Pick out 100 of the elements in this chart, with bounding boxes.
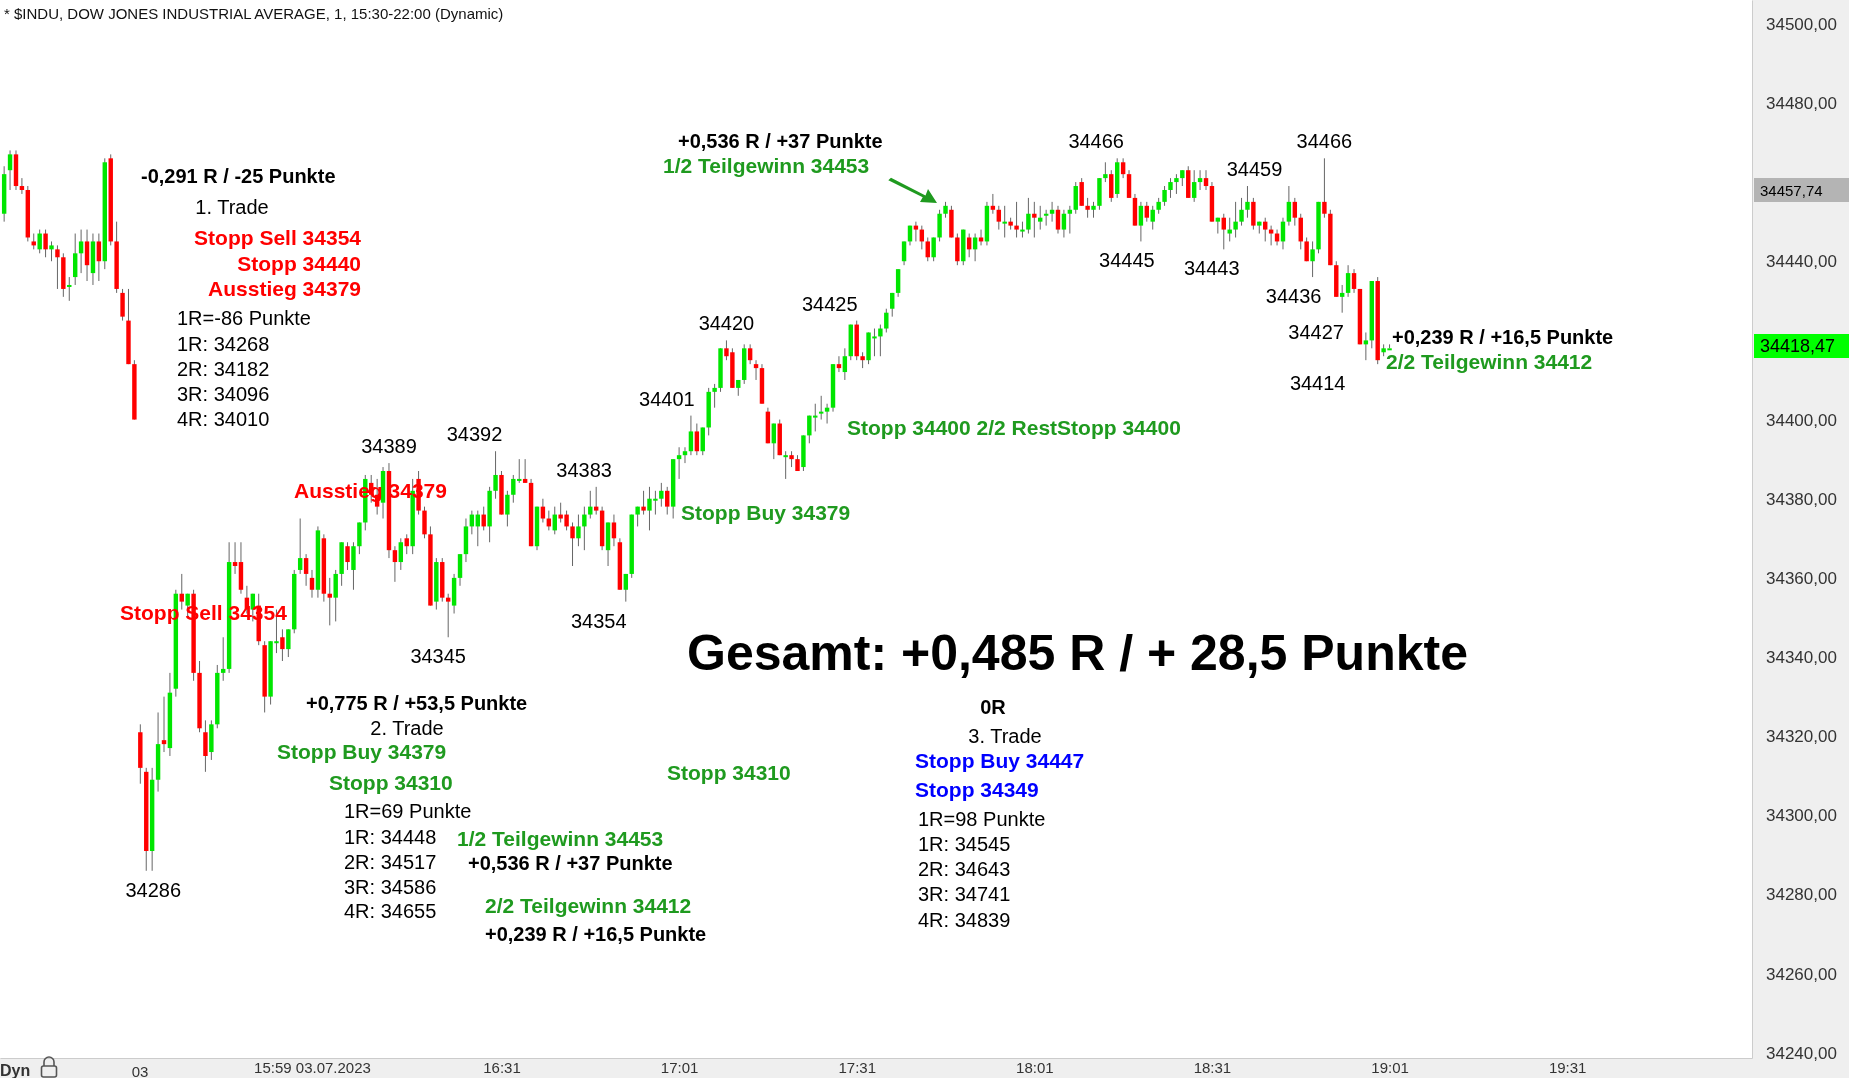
candlestick [1055,205,1061,235]
candlestick [1310,240,1315,278]
annotation: +0,239 R / +16,5 Punkte [485,923,707,945]
annotation: 2. Trade [370,717,444,739]
candlestick [1073,181,1078,215]
candlestick [665,486,670,516]
candlestick [1138,201,1144,242]
candlestick [1079,177,1084,207]
candlestick [1233,201,1238,238]
candlestick [937,209,942,242]
annotation: Stopp 34400 2/2 RestStopp 34400 [847,416,1181,439]
candlestick [1322,157,1327,219]
annotation: 34436 [1265,285,1322,308]
annotation: 2R: 34643 [918,858,1011,880]
candlestick [1150,205,1155,231]
candlestick [55,244,60,290]
text: 34418,47 [1760,336,1836,356]
candlestick [1032,201,1037,238]
candlestick [1168,177,1173,199]
annotation: 34401 [639,387,695,410]
x-tick-label: 18:31 [1193,1058,1232,1076]
annotation: 1R: 34545 [918,833,1011,855]
candlestick [623,573,629,603]
candlestick [1351,268,1357,294]
candlestick [286,628,291,658]
annotation: 1R=69 Punkte [344,800,472,822]
annotation: 1/2 Teilgewinn 34453 [457,827,664,850]
annotation: 34443 [1183,257,1240,280]
candlestick [43,229,48,258]
candlestick [540,498,546,523]
annotation: 1. Trade [195,196,269,218]
annotation: 3. Trade [968,725,1042,747]
candlestick [1109,169,1114,203]
candlestick [398,537,404,571]
candlestick [895,268,901,298]
candlestick [351,541,356,591]
candlestick [1191,169,1197,203]
candlestick [611,514,617,547]
annotation: Stopp 34349 [915,778,1039,801]
y-tick-label: 34440,00 [1766,252,1837,272]
annotation: 1R: 34268 [177,333,270,355]
y-tick-label: 34280,00 [1766,885,1837,905]
annotation: 2R: 34182 [177,358,270,380]
candlestick [505,490,510,527]
candlestick [309,569,315,599]
candlestick [996,205,1002,231]
annotation: 34466 [1068,130,1125,153]
text: 03 [131,1063,149,1078]
candlestick [694,423,700,456]
chart-title: * $INDU, DOW JONES INDUSTRIAL AVERAGE, 1, 15:30-22:00 (Dynamic) [4,5,504,22]
candlestick [1227,217,1232,242]
annotation: Stopp Sell 34354 [194,226,362,249]
y-tick-label: 34380,00 [1766,489,1837,509]
candlestick [901,240,907,266]
candlestick [49,240,54,262]
candlestick [842,347,848,381]
annotation: 2R: 34517 [344,851,437,873]
annotation: 34354 [571,609,627,632]
candlestick [1345,264,1351,298]
annotation: 3R: 34586 [344,876,437,898]
annotation: Stopp 34440 [237,252,361,275]
x-tick-label: 17:31 [838,1058,876,1076]
annotation: 34445 [1099,249,1155,272]
candlestick [203,719,208,773]
candlestick [120,288,125,322]
x-tick-label: 15:59 03.07.2023 [254,1058,371,1076]
annotation: 34286 [125,878,182,901]
annotation: 34389 [361,435,417,458]
annotation: 34420 [698,312,755,335]
annotation: +0,239 R / +16,5 Punkte [1392,326,1614,348]
annotation: 2/2 Teilgewinn 34412 [1386,350,1593,373]
annotation: 34459 [1226,158,1283,181]
candlestick [96,233,102,282]
candlestick [747,343,753,365]
candlestick [1174,173,1179,195]
annotation: 4R: 34010 [177,408,270,430]
candlestick [884,308,889,333]
annotation: 1R: 34448 [344,826,437,848]
y-tick-label: 34360,00 [1766,568,1837,588]
y-tick-label: 34480,00 [1766,93,1837,113]
candlestick [1245,185,1250,219]
annotation: 34383 [556,458,612,481]
annotation: 2/2 Teilgewinn 34412 [485,894,692,917]
candlestick [72,233,78,286]
candlestick [78,229,84,274]
annotation: 3R: 34741 [918,883,1011,905]
candlestick [783,450,788,480]
candlestick [333,569,338,622]
candlestick [1002,205,1007,238]
candlestick [357,521,362,555]
y-tick-label: 34320,00 [1766,727,1837,747]
annotation: 34345 [410,645,467,668]
y-tick-label: 34300,00 [1766,806,1837,826]
candlestick [1085,197,1090,219]
candlestick [688,415,694,456]
candlestick [84,229,90,282]
candlestick [422,506,427,539]
candlestick [972,233,978,262]
candlestick [1251,197,1256,231]
annotation: +0,536 R / +37 Punkte [468,852,673,874]
